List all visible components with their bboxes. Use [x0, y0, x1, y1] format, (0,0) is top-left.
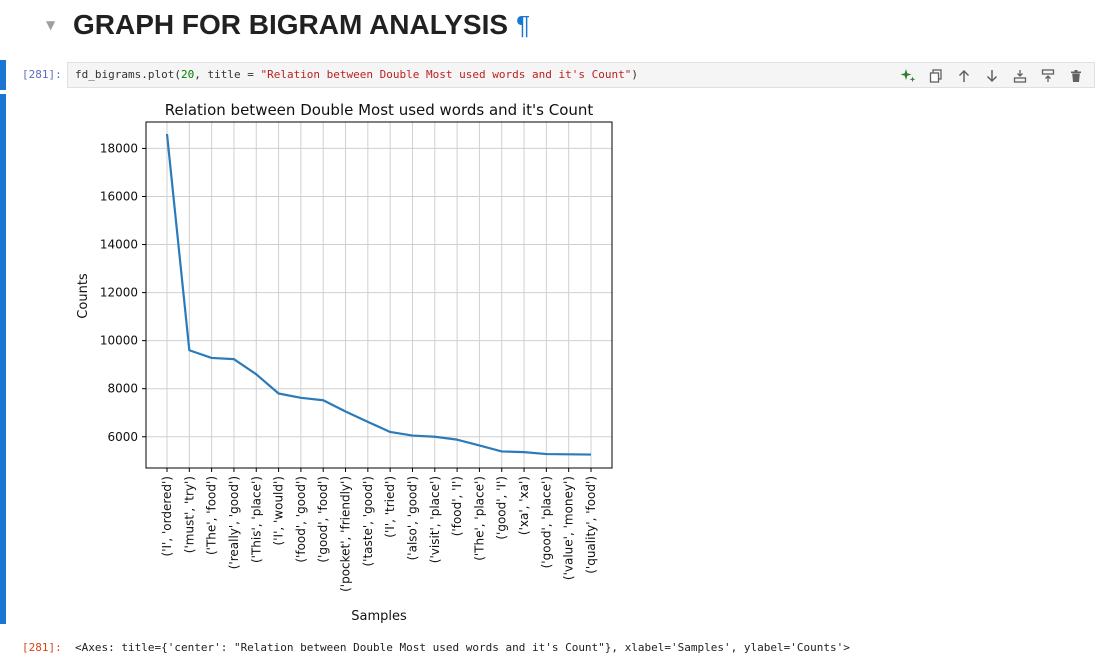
y-tick-label: 18000 [100, 141, 138, 155]
x-tick-label: ('food', 'I') [450, 476, 464, 536]
section-heading: GRAPH FOR BIGRAM ANALYSIS ¶ [73, 9, 530, 41]
x-tick-label: ('taste', 'good') [361, 476, 375, 567]
x-tick-label: ('I', 'would') [272, 476, 286, 545]
heading-row: ▼ GRAPH FOR BIGRAM ANALYSIS ¶ [0, 0, 1099, 56]
cell-toolbar [898, 66, 1086, 86]
insert-below-icon[interactable] [1038, 66, 1058, 86]
input-prompt: [281]: [22, 68, 62, 81]
delete-icon[interactable] [1066, 66, 1086, 86]
grid [146, 122, 612, 468]
code-editor[interactable]: fd_bigrams.plot(20, title = "Relation be… [67, 62, 1095, 88]
x-axis-label: Samples [351, 609, 407, 624]
anchor-link-icon[interactable]: ¶ [516, 10, 531, 40]
y-tick-label: 8000 [107, 382, 138, 396]
x-tick-label: ('I', 'tried') [383, 476, 397, 538]
x-tick-label: ('good', 'I') [495, 476, 509, 540]
x-tick-label: ('visit', 'place') [428, 476, 442, 563]
plot-frame [145, 121, 613, 469]
output-cell-selection-bar[interactable] [0, 94, 6, 624]
insert-above-icon[interactable] [1010, 66, 1030, 86]
code-string: "Relation between Double Most used words… [260, 68, 632, 81]
y-tick-label: 16000 [100, 189, 138, 203]
code-number: 20 [180, 68, 195, 81]
code-line: fd_bigrams.plot(20, title = "Relation be… [75, 68, 638, 81]
duplicate-icon[interactable] [926, 66, 946, 86]
output-prompt: [281]: [22, 641, 62, 654]
input-cell-selection-bar[interactable] [0, 60, 6, 90]
code-call: fd_bigrams.plot( [75, 68, 181, 81]
y-tick-label: 14000 [100, 238, 138, 252]
x-tick-label: ('xa', 'xa') [517, 476, 531, 535]
x-tick-label: ('This', 'place') [249, 476, 263, 563]
heading-text: GRAPH FOR BIGRAM ANALYSIS [73, 9, 509, 40]
x-tick-label: ('also', 'good') [405, 476, 419, 560]
x-tick-label: ('really', 'good') [227, 476, 241, 569]
counts-series-line [165, 133, 592, 456]
x-ticks: ('I', 'ordered') ('must', 'try') ('The', '… [160, 468, 598, 592]
y-tick-label: 10000 [100, 334, 138, 348]
output-text: <Axes: title={'center': "Relation betwee… [75, 641, 850, 654]
x-tick-label: ('good', 'place') [539, 476, 553, 568]
sparkle-ai-icon[interactable] [898, 66, 918, 86]
x-tick-label: ('The', 'place') [472, 476, 486, 561]
x-tick-label: ('quality', 'food') [584, 476, 598, 574]
x-tick-label: ('food', 'good') [294, 476, 308, 563]
collapse-caret-icon[interactable]: ▼ [46, 18, 56, 32]
x-tick-label: ('pocket', 'friendly') [339, 476, 353, 592]
code-close-paren: ) [631, 68, 638, 81]
code-kwarg: , title = [194, 68, 261, 81]
y-tick-label: 6000 [107, 430, 138, 444]
x-tick-label: ('good', 'food') [316, 476, 330, 563]
move-up-icon[interactable] [954, 66, 974, 86]
chart-title: Relation between Double Most used words … [165, 101, 594, 119]
x-tick-label: ('The', 'food') [205, 476, 219, 555]
y-tick-label: 12000 [100, 286, 138, 300]
y-ticks: 6000 8000 10000 12000 14000 16000 18000 [100, 141, 146, 444]
move-down-icon[interactable] [982, 66, 1002, 86]
x-tick-label: ('value', 'money') [562, 476, 576, 580]
x-tick-label: ('I', 'ordered') [160, 476, 174, 556]
series-line-group [165, 133, 592, 456]
y-axis-label: Counts [76, 273, 91, 319]
x-tick-label: ('must', 'try') [182, 476, 196, 553]
